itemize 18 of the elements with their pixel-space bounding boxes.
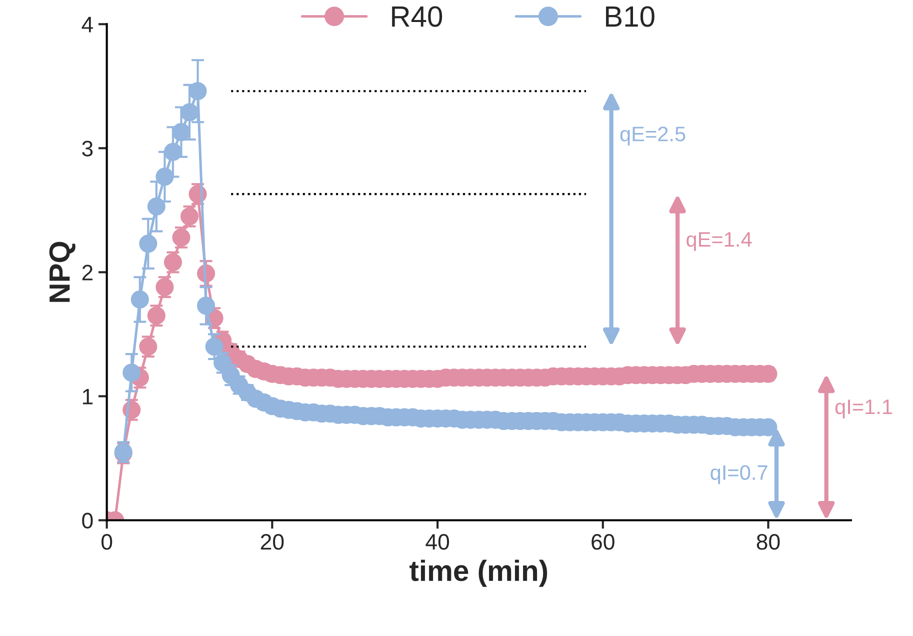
legend-label: B10 (606, 6, 654, 27)
annotation: qE=1.4 (686, 232, 752, 251)
y-tick-label: 3 (82, 140, 93, 156)
legend-label: R40 (392, 6, 442, 27)
y-tick-label: 0 (82, 512, 93, 529)
annotation: qI=0.7 (710, 465, 768, 484)
annotation: qE=2.5 (620, 126, 686, 146)
x-tick-label: 0 (102, 534, 112, 550)
x-tick-label: 20 (260, 534, 284, 550)
y-tick-label: 1 (82, 388, 93, 404)
y-tick-label: 4 (82, 16, 93, 32)
x-tick-label: 40 (426, 534, 450, 550)
x-axis-title: time (min) (410, 560, 548, 587)
x-tick-label: 60 (592, 534, 614, 550)
y-tick-label: 2 (82, 264, 93, 280)
y-axis-title: NPQ (49, 242, 76, 302)
annotation: qI=1.1 (835, 400, 892, 418)
x-tick-label: 80 (756, 534, 780, 550)
